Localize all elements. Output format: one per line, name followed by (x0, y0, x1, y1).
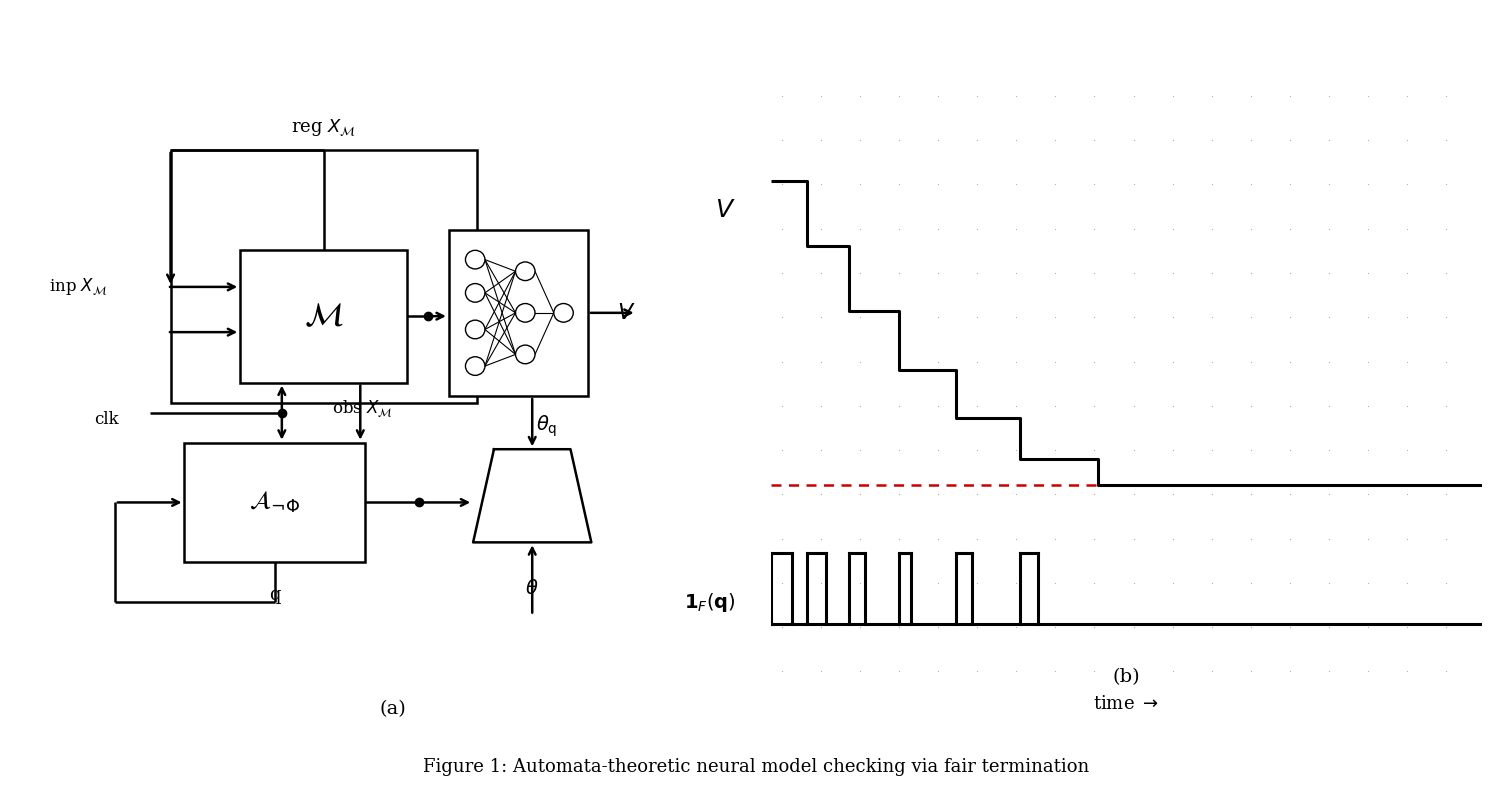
Circle shape (516, 345, 535, 364)
Text: $\mathcal{A}_{\neg\Phi}$: $\mathcal{A}_{\neg\Phi}$ (249, 489, 301, 515)
Bar (240, 249, 407, 383)
Bar (449, 230, 588, 396)
Text: Figure 1: Automata-theoretic neural model checking via fair termination: Figure 1: Automata-theoretic neural mode… (423, 758, 1089, 776)
Circle shape (466, 284, 485, 303)
Circle shape (516, 303, 535, 322)
Text: inp $X_{\mathcal{M}}$: inp $X_{\mathcal{M}}$ (48, 276, 107, 297)
Text: clk: clk (94, 411, 118, 428)
Circle shape (466, 356, 485, 375)
Polygon shape (473, 449, 591, 543)
Bar (171, 150, 476, 402)
Text: $\theta_{\rm q}$: $\theta_{\rm q}$ (535, 413, 556, 439)
Bar (184, 443, 366, 562)
Text: obs $X_{\mathcal{M}}$: obs $X_{\mathcal{M}}$ (333, 398, 393, 420)
Circle shape (466, 250, 485, 269)
Text: (a): (a) (380, 699, 407, 718)
Text: q: q (269, 585, 281, 604)
Text: $\mathcal{M}$: $\mathcal{M}$ (304, 300, 343, 332)
Text: $\mathbf{1}_{F}(\mathbf{q})$: $\mathbf{1}_{F}(\mathbf{q})$ (683, 592, 735, 615)
Text: (b): (b) (1113, 668, 1140, 686)
Circle shape (466, 320, 485, 339)
Text: $\theta$: $\theta$ (526, 579, 538, 598)
Circle shape (553, 303, 573, 322)
Text: time $\rightarrow$: time $\rightarrow$ (1093, 695, 1160, 713)
Circle shape (516, 262, 535, 280)
Text: $V$: $V$ (617, 302, 635, 324)
Text: reg $X_{\mathcal{M}}$: reg $X_{\mathcal{M}}$ (290, 117, 357, 138)
Text: $V$: $V$ (715, 200, 735, 223)
